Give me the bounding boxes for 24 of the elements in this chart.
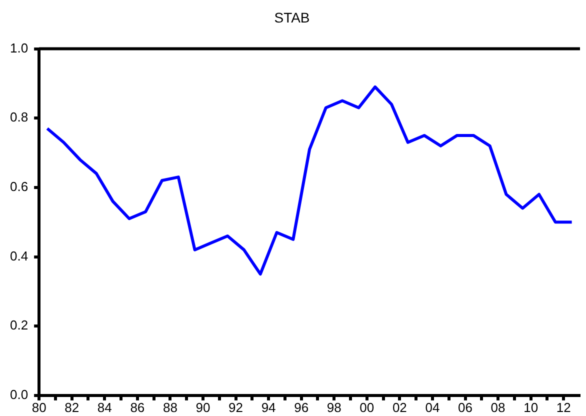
x-tick-label: 08 [490,400,506,415]
x-tick-label: 90 [196,400,210,415]
y-tick-label: 0.6 [10,179,28,194]
x-tick-label: 96 [294,400,309,415]
y-tick-label: 0.2 [10,318,28,333]
y-tick-label: 0.4 [10,248,28,264]
x-tick-label: 02 [392,400,407,415]
x-tick-label: 10 [524,400,538,415]
x-tick-label: 06 [458,400,472,415]
y-tick-label: 0.0 [10,386,28,402]
y-tick-label: 0.8 [10,110,28,125]
y-tick-label: 1.0 [10,40,28,56]
x-tick-label: 92 [228,400,244,415]
x-tick-label: 84 [97,400,112,415]
chart-title: STAB [274,9,310,26]
x-tick-label: 00 [360,400,374,415]
x-tick-label: 94 [261,400,276,415]
x-tick-label: 80 [32,400,46,415]
x-tick-label: 98 [326,400,342,415]
x-tick-label: 88 [162,400,178,415]
x-tick-label: 12 [556,400,571,415]
x-tick-label: 86 [130,400,145,415]
x-tick-label: 82 [64,400,80,415]
x-tick-label: 04 [425,400,440,415]
